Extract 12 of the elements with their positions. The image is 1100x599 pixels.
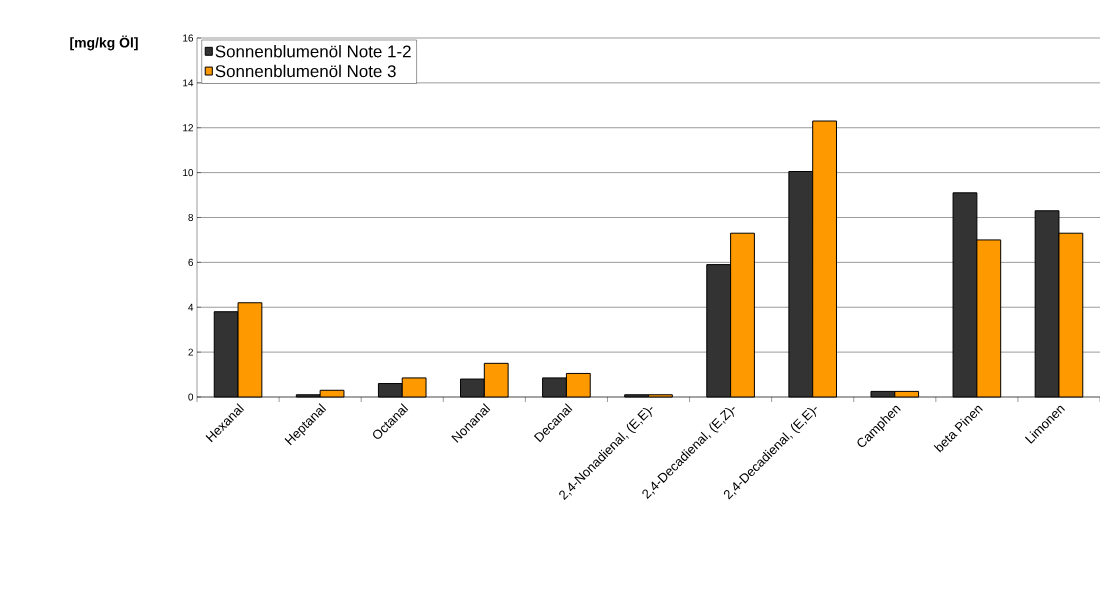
y-tick-label: 10 (183, 169, 194, 177)
y-tick-label: 8 (188, 213, 194, 222)
y-tick-label: 2 (188, 348, 193, 356)
y-tick-label: 0 (188, 393, 194, 401)
y-tick-label: 14 (183, 79, 194, 87)
y-tick-label: 6 (188, 258, 194, 266)
y-tick-label: 4 (188, 303, 194, 311)
y-tick-label: 16 (183, 34, 194, 42)
legend-label: Sonnenblumenöl Note 3 (215, 64, 396, 78)
legend-label: Sonnenblumenöl Note 1-2 (215, 44, 411, 58)
y-tick-label: 12 (183, 124, 193, 132)
y-axis-title: [mg/kg Öl] (70, 35, 138, 51)
